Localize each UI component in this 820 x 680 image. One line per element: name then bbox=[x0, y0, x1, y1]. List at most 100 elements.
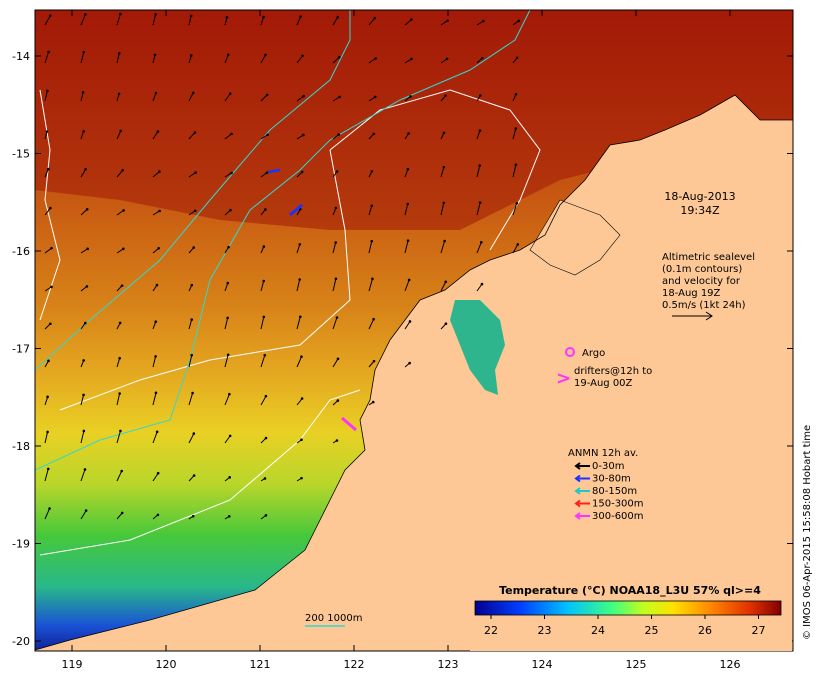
velocity-arrow-head bbox=[82, 129, 85, 133]
anmn-legend-arrow bbox=[574, 499, 590, 508]
velocity-arrow-head bbox=[191, 391, 194, 395]
velocity-arrow bbox=[44, 431, 49, 444]
velocity-arrow-head bbox=[49, 322, 52, 326]
velocity-arrow-head bbox=[266, 133, 269, 137]
coastline bbox=[35, 94, 793, 651]
velocity-arrow bbox=[80, 510, 87, 520]
velocity-arrow-head bbox=[119, 12, 122, 16]
velocity-arrow bbox=[116, 430, 121, 444]
velocity-arrow-head bbox=[46, 395, 49, 399]
x-tick-label: 125 bbox=[626, 658, 647, 671]
velocity-arrow-head bbox=[48, 14, 52, 18]
colorbar-background bbox=[470, 583, 792, 651]
velocity-arrow-head bbox=[299, 15, 302, 18]
velocity-arrow-head bbox=[442, 131, 446, 135]
velocity-arrow-head bbox=[226, 316, 229, 320]
velocity-arrow bbox=[296, 95, 304, 102]
velocity-arrow-head bbox=[338, 95, 341, 99]
velocity-arrow-head bbox=[336, 15, 340, 19]
velocity-arrow-head bbox=[120, 284, 124, 287]
velocity-arrow-head bbox=[121, 169, 124, 172]
anmn-legend-arrow bbox=[574, 462, 590, 470]
velocity-arrow bbox=[116, 512, 123, 520]
velocity-arrow-head bbox=[157, 246, 161, 250]
velocity-arrow-head bbox=[82, 393, 85, 397]
velocity-arrow-head bbox=[155, 430, 159, 434]
drifter-label: drifters@12h to bbox=[574, 366, 652, 377]
velocity-arrow-head bbox=[264, 53, 267, 57]
velocity-arrow bbox=[260, 94, 268, 102]
colorbar-tick-label: 25 bbox=[645, 624, 659, 637]
velocity-arrow bbox=[80, 208, 88, 216]
velocity-arrow-head bbox=[408, 361, 411, 365]
velocity-arrow bbox=[368, 57, 376, 64]
isobath-200m bbox=[35, 10, 531, 471]
velocity-arrow bbox=[80, 394, 85, 406]
velocity-arrow-head bbox=[334, 206, 338, 210]
velocity-arrow bbox=[368, 241, 373, 254]
velocity-arrow bbox=[152, 14, 157, 26]
altimetry-line: 18-Aug 19Z bbox=[662, 288, 721, 299]
velocity-arrow bbox=[260, 355, 266, 368]
velocity-arrow bbox=[80, 14, 86, 26]
velocity-arrow-head bbox=[408, 320, 412, 323]
velocity-arrow-head bbox=[154, 355, 157, 358]
velocity-arrow-head bbox=[262, 15, 265, 19]
velocity-arrow-head bbox=[83, 468, 87, 471]
velocity-arrow-head bbox=[410, 18, 413, 21]
velocity-arrow bbox=[512, 203, 518, 216]
altimetry-line: and velocity for bbox=[662, 276, 741, 287]
y-tick-label: -16 bbox=[12, 245, 30, 258]
velocity-arrow-head bbox=[45, 130, 49, 133]
mooring-arrow bbox=[341, 416, 357, 432]
x-tick-label: 119 bbox=[62, 658, 83, 671]
velocity-arrow bbox=[116, 209, 124, 216]
velocity-arrow bbox=[44, 207, 51, 216]
depth-legend-label: 200 1000m bbox=[305, 613, 362, 624]
velocity-arrow bbox=[368, 318, 375, 330]
velocity-arrow bbox=[188, 172, 196, 178]
drifter-marker: > bbox=[556, 368, 571, 389]
velocity-arrow bbox=[332, 317, 338, 330]
velocity-arrow bbox=[116, 13, 121, 26]
velocity-arrow-head bbox=[406, 202, 410, 206]
velocity-arrow bbox=[116, 53, 120, 64]
velocity-arrow-head bbox=[118, 321, 122, 325]
velocity-arrow bbox=[260, 395, 267, 406]
velocity-arrow-head bbox=[442, 165, 446, 169]
drifter-label: 19-Aug 00Z bbox=[574, 378, 633, 389]
velocity-arrow-head bbox=[407, 132, 411, 135]
timestamp-date: 18-Aug-2013 bbox=[664, 190, 735, 203]
velocity-arrow-head bbox=[156, 513, 160, 517]
map-frame bbox=[34, 9, 794, 652]
velocity-arrow-head bbox=[298, 315, 302, 319]
velocity-arrow bbox=[224, 282, 229, 292]
velocity-arrow bbox=[440, 20, 448, 26]
velocity-arrow bbox=[44, 168, 49, 178]
credit-text: © IMOS 06-Apr-2015 15:58:08 Hobart time bbox=[802, 425, 813, 640]
x-tick-label: 121 bbox=[250, 658, 271, 671]
velocity-arrow bbox=[116, 358, 121, 368]
velocity-arrow-head bbox=[84, 13, 87, 16]
velocity-arrow-head bbox=[47, 167, 50, 171]
velocity-arrow-head bbox=[230, 132, 233, 136]
king-sound bbox=[450, 300, 505, 395]
velocity-arrow bbox=[332, 56, 340, 64]
velocity-arrow bbox=[404, 279, 410, 292]
velocity-arrow bbox=[476, 202, 481, 216]
velocity-arrow-head bbox=[83, 321, 87, 325]
altimetry-line: (0.1m contours) bbox=[662, 264, 742, 275]
velocity-arrow-head bbox=[300, 355, 303, 358]
velocity-arrow-head bbox=[337, 133, 341, 136]
colorbar-tick-label: 23 bbox=[538, 624, 552, 637]
velocity-arrow-head bbox=[82, 429, 86, 433]
velocity-arrow bbox=[476, 242, 482, 254]
velocity-arrow-head bbox=[514, 163, 518, 166]
colorbar-tick-label: 27 bbox=[752, 624, 766, 637]
velocity-arrow bbox=[116, 169, 124, 178]
velocity-arrow bbox=[116, 393, 121, 406]
velocity-arrow-head bbox=[84, 509, 88, 512]
velocity-arrow-head bbox=[444, 280, 448, 284]
velocity-arrow-head bbox=[193, 209, 197, 213]
